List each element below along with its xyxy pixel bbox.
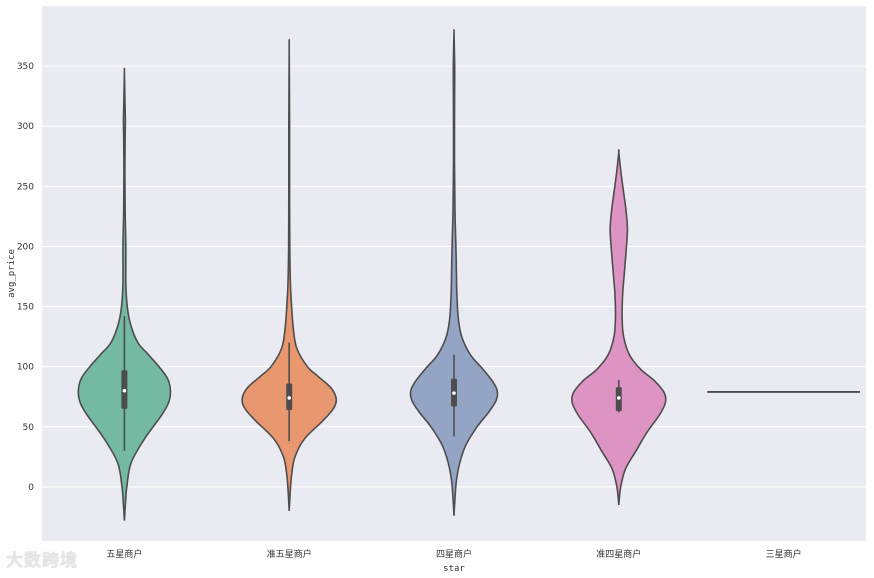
violin-body bbox=[570, 149, 667, 506]
y-tick-label: 200 bbox=[17, 242, 34, 252]
y-tick-label: 350 bbox=[17, 62, 34, 72]
violins bbox=[77, 28, 860, 521]
violin-body bbox=[77, 67, 172, 521]
y-tick-label: 0 bbox=[28, 483, 34, 493]
x-tick-label: 四星商户 bbox=[436, 548, 472, 560]
violin-body bbox=[241, 38, 338, 511]
violin-median-dot bbox=[452, 391, 456, 395]
watermark: 大数跨境 bbox=[6, 551, 78, 571]
y-tick-label: 250 bbox=[17, 182, 34, 192]
y-tick-label: 150 bbox=[17, 303, 34, 313]
x-tick-label: 准四星商户 bbox=[596, 548, 641, 560]
violin-median-dot bbox=[617, 396, 621, 400]
y-tick-labels: 0 50 100 150 200 250 300 350 bbox=[17, 62, 34, 493]
violin-body bbox=[409, 28, 499, 516]
x-tick-labels: 五星商户 准五星商户 四星商户 准四星商户 三星商户 bbox=[106, 548, 801, 560]
violin-median-dot bbox=[287, 396, 292, 400]
y-axis-label: avg_price bbox=[7, 249, 17, 298]
y-tick-label: 100 bbox=[17, 363, 34, 373]
y-tick-label: 50 bbox=[23, 423, 35, 433]
x-tick-label: 准五星商户 bbox=[267, 548, 312, 560]
x-axis-label: star bbox=[443, 564, 465, 574]
x-tick-label: 五星商户 bbox=[106, 548, 142, 560]
violin-median-dot bbox=[122, 388, 127, 393]
x-tick-label: 三星商户 bbox=[766, 548, 802, 560]
y-tick-label: 300 bbox=[17, 122, 34, 132]
